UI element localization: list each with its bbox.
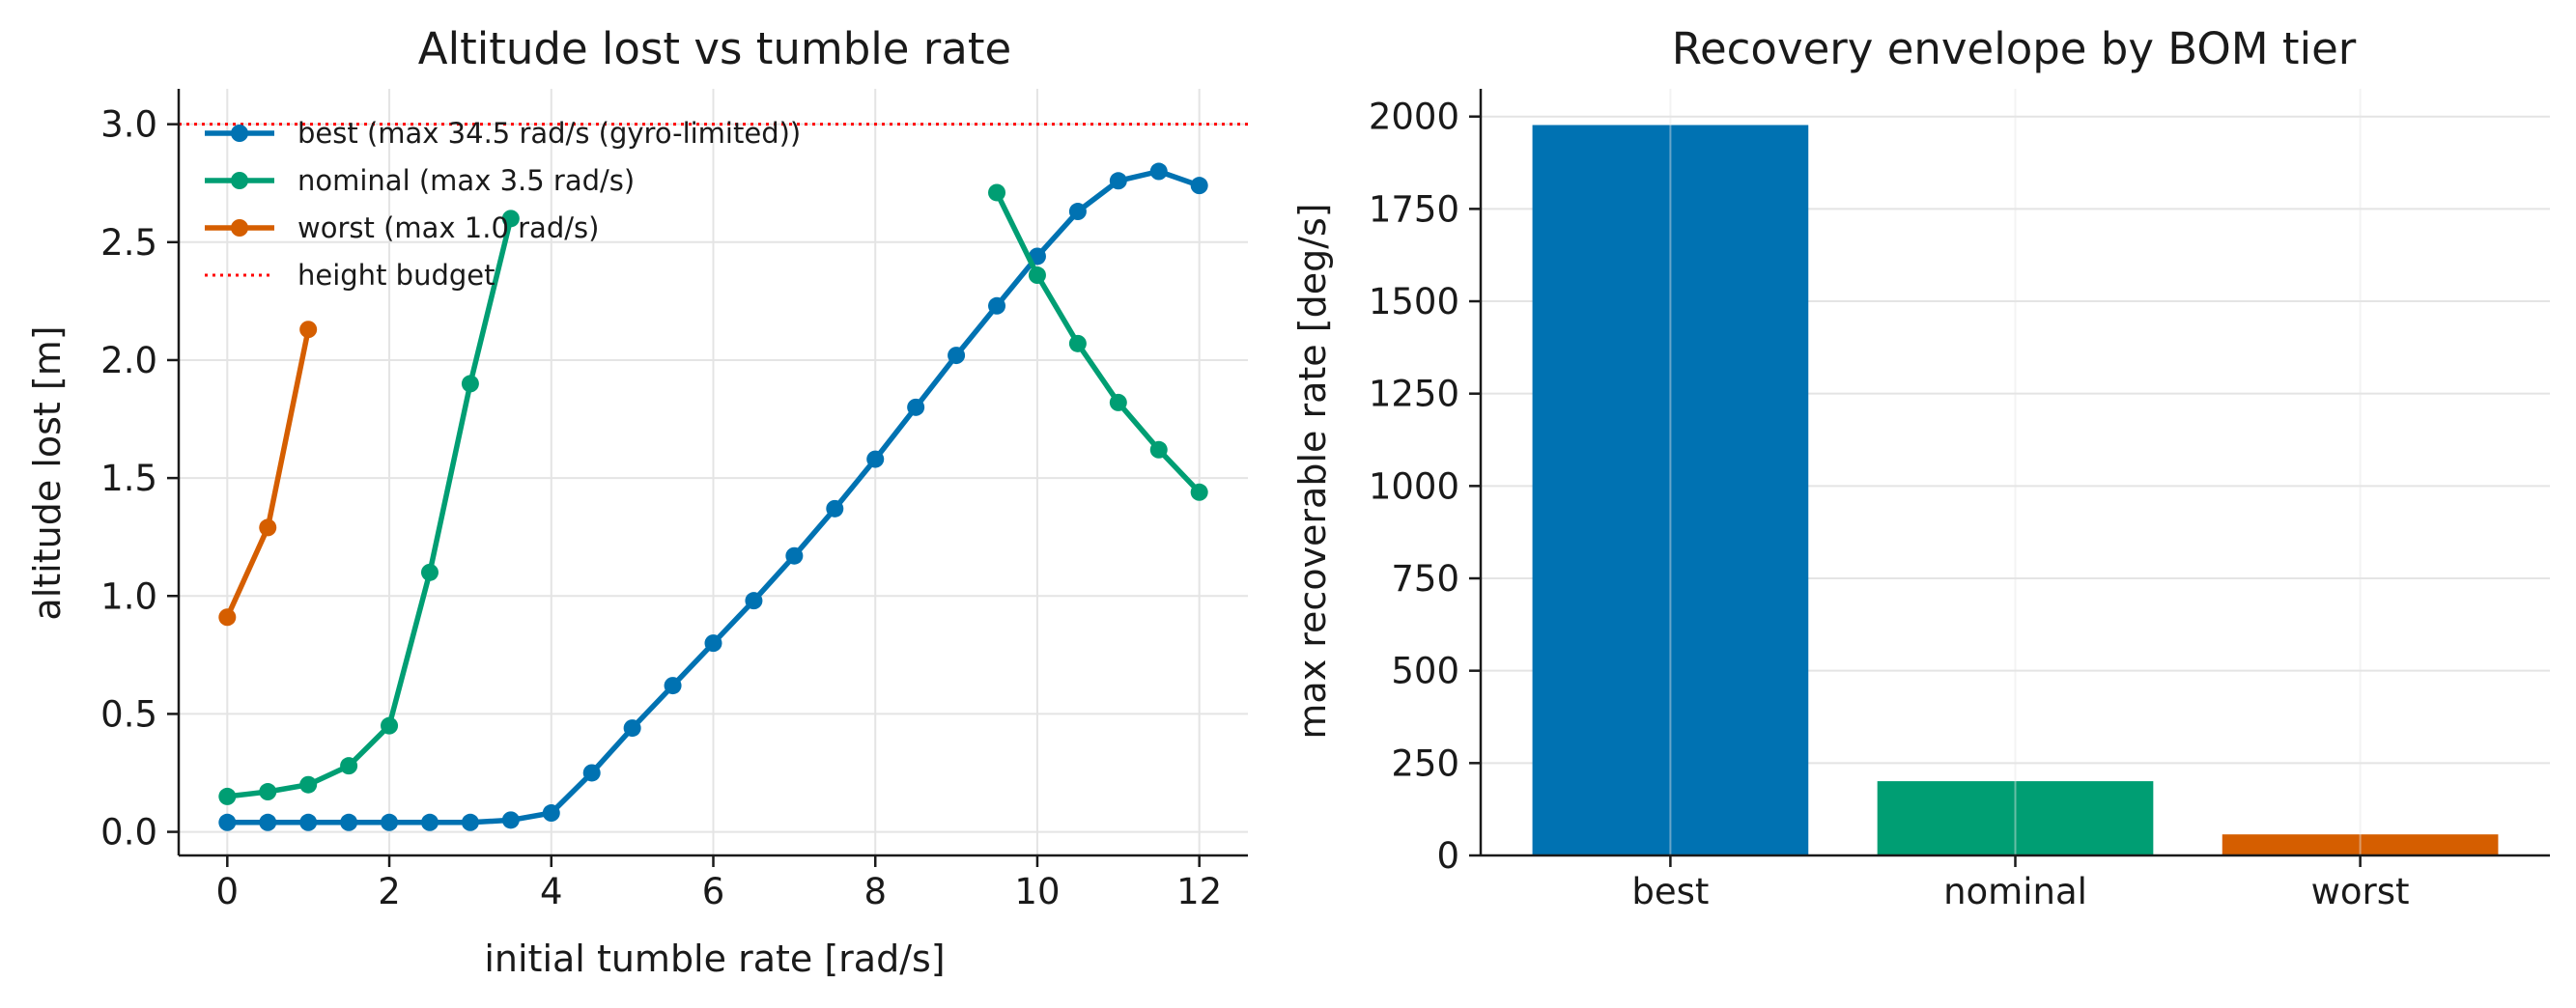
best-series-point (461, 813, 479, 831)
line-y-tick-label: 1.5 (100, 458, 157, 499)
legend-best-label: best (max 34.5 rad/s (gyro-limited)) (297, 117, 801, 150)
nominal-series-segment-1-point (1028, 266, 1046, 285)
line-chart-y-ticks: 0.0 0.5 1.0 1.5 2.0 2.5 3.0 (100, 104, 179, 854)
bar-chart-grid-overlay (1669, 89, 2362, 855)
bar-y-tick-label: 1000 (1369, 465, 1459, 507)
line-chart-x-ticks: 0 2 4 6 8 10 12 (216, 855, 1222, 912)
line-y-tick-label: 2.0 (100, 340, 157, 381)
line-chart-x-axis-label: initial tumble rate [rad/s] (484, 938, 945, 980)
best-series-point (1109, 172, 1127, 190)
nominal-series-segment-1-point (1190, 483, 1208, 501)
nominal-series-segment-0-point (340, 757, 358, 775)
altitude-line-chart: 0 2 4 6 8 10 12 0.0 0.5 1.0 1.5 2.0 2.5 3.0 best (ma… (26, 23, 1248, 980)
bar-y-tick-label: 0 (1436, 835, 1459, 877)
best-series-point (1190, 177, 1208, 195)
best-series-point (948, 347, 966, 365)
legend-worst-marker (231, 219, 248, 237)
nominal-series-segment-1-point (988, 183, 1006, 202)
best-series-point (420, 813, 439, 831)
nominal-series-segment-1-point (1109, 393, 1127, 411)
best-series-point (988, 296, 1006, 315)
nominal-series-segment-0-point (218, 787, 237, 805)
nominal-series-segment-0-point (461, 375, 479, 393)
best-series-point (664, 677, 682, 695)
line-chart-title: Altitude lost vs tumble rate (418, 23, 1011, 74)
best-series-point (1149, 162, 1168, 181)
bar-x-tick-label-nominal: nominal (1943, 871, 2087, 912)
best-series-point (704, 634, 722, 653)
best-series-point (501, 811, 520, 829)
line-x-tick-label: 0 (216, 871, 240, 912)
best-series-point (542, 804, 560, 823)
bar-y-tick-label: 1500 (1369, 281, 1459, 322)
legend-worst-label: worst (max 1.0 rad/s) (297, 211, 599, 244)
bar-y-tick-label: 250 (1391, 742, 1459, 784)
line-x-tick-label: 4 (540, 871, 563, 912)
best-series-point (785, 546, 804, 565)
bar-nominal (1877, 781, 2154, 855)
legend-best-marker (231, 125, 248, 142)
best-series-point (826, 499, 844, 518)
line-x-tick-label: 6 (702, 871, 725, 912)
bar-chart-bars (1532, 125, 2499, 855)
bar-y-tick-label: 750 (1391, 558, 1459, 600)
best-series-point (866, 450, 885, 468)
nominal-series-segment-1-line (994, 189, 1203, 495)
line-y-tick-label: 2.5 (100, 222, 157, 264)
nominal-series-segment-0-point (420, 563, 439, 581)
bar-x-tick-label-worst: worst (2311, 871, 2410, 912)
legend-budget-label: height budget (297, 259, 495, 292)
nominal-series-segment-0-point (259, 783, 277, 801)
bar-worst (2222, 834, 2499, 855)
best-series-point (1068, 203, 1087, 221)
line-x-tick-label: 10 (1014, 871, 1060, 912)
line-x-tick-label: 12 (1176, 871, 1222, 912)
worst-series-point (259, 518, 277, 537)
recovery-bar-chart: best nominal worst 0 250 500 750 1000 1250 1500 1… (1291, 23, 2550, 912)
best-series-point (218, 813, 237, 831)
bar-y-tick-label: 2000 (1369, 97, 1459, 138)
nominal-series-segment-0-point (299, 775, 318, 794)
bar-x-tick-label-best: best (1631, 871, 1709, 912)
best-series-point (623, 719, 641, 738)
line-x-tick-label: 2 (378, 871, 401, 912)
best-series-point (745, 592, 763, 610)
line-y-tick-label: 1.0 (100, 575, 157, 617)
best-series-point (259, 813, 277, 831)
line-x-tick-label: 8 (863, 871, 887, 912)
line-y-tick-label: 0.5 (100, 693, 157, 735)
nominal-series-segment-0-point (381, 716, 399, 735)
best-series-point (381, 813, 399, 831)
line-y-tick-label: 3.0 (100, 104, 157, 146)
best-series-point (299, 813, 318, 831)
bar-chart-x-ticks: best nominal worst (1631, 855, 2410, 912)
line-chart-y-axis-label: altitude lost [m] (26, 325, 69, 620)
bar-chart-y-ticks: 0 250 500 750 1000 1250 1500 1750 2000 (1369, 97, 1481, 877)
line-chart-legend: best (max 34.5 rad/s (gyro-limited)) nomi… (205, 117, 801, 292)
nominal-series-segment-1-point (1149, 440, 1168, 459)
worst-series-point (299, 321, 318, 339)
bar-chart-title: Recovery envelope by BOM tier (1672, 23, 2357, 74)
best-series-point (582, 764, 601, 782)
nominal-series-segment-1-point (1068, 334, 1087, 352)
bar-y-tick-label: 1250 (1369, 374, 1459, 415)
nominal-series-segment-0-point (501, 210, 520, 228)
bar-best (1532, 125, 1809, 855)
legend-nominal-label: nominal (max 3.5 rad/s) (297, 164, 635, 197)
legend-nominal-marker (231, 172, 248, 189)
best-series-point (907, 398, 925, 416)
worst-series-point (218, 608, 237, 627)
line-y-tick-label: 0.0 (100, 812, 157, 854)
bar-chart-y-axis-label: max recoverable rate [deg/s] (1291, 203, 1334, 739)
line-chart-series (218, 162, 1208, 831)
bar-y-tick-label: 1750 (1369, 188, 1459, 230)
best-series-point (340, 813, 358, 831)
bar-y-tick-label: 500 (1391, 651, 1459, 692)
